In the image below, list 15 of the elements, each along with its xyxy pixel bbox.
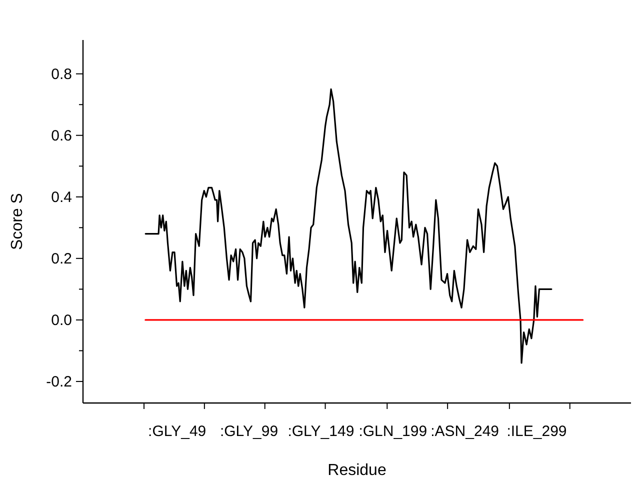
x-tick-label: :GLY_99 [220, 423, 278, 440]
x-tick-label: :GLY_149 [288, 423, 354, 440]
y-tick-label: -0.2 [46, 374, 72, 391]
x-tick-label: :ASN_249 [430, 423, 500, 440]
y-tick-label: 0.2 [51, 250, 72, 268]
y-tick-label: 0.0 [51, 312, 72, 330]
x-tick-label: :GLN_199 [358, 423, 428, 440]
y-tick-label: 0.6 [51, 128, 72, 145]
x-tick-label: :GLY_49 [148, 423, 206, 440]
x-tick-label: :ILE_299 [506, 423, 567, 440]
y-axis-title: Score S [9, 193, 26, 250]
y-tick-label: 0.4 [51, 189, 72, 206]
line-series [144, 88, 552, 364]
x-axis-title: Residue [328, 462, 386, 479]
y-tick-label: 0.8 [51, 66, 72, 84]
